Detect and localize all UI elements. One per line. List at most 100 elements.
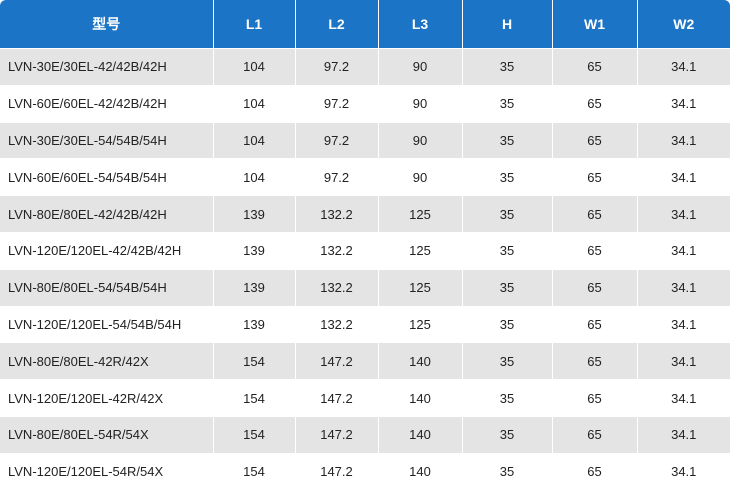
value-cell: 132.2 bbox=[294, 195, 378, 233]
value-cell: 154 bbox=[212, 452, 295, 490]
table-body: LVN-30E/30EL-42/42B/42H 104 97.2 90 35 65 34.1… bbox=[0, 48, 730, 490]
value-cell: 104 bbox=[212, 84, 295, 123]
value-cell: 65 bbox=[551, 379, 637, 417]
value-cell: 139 bbox=[212, 305, 295, 343]
table-row: LVN-60E/60EL-54/54B/54H 104 97.2 90 35 65 34.1 bbox=[0, 158, 730, 196]
value-cell: 34.1 bbox=[636, 379, 730, 417]
value-cell: 140 bbox=[377, 342, 462, 380]
value-cell: 65 bbox=[551, 305, 637, 343]
model-cell: LVN-120E/120EL-54/54B/54H bbox=[0, 305, 213, 343]
table-row: LVN-80E/80EL-54/54B/54H 139 132.2 125 35 65 34… bbox=[0, 268, 730, 307]
value-cell: 90 bbox=[377, 158, 462, 196]
table-row: LVN-80E/80EL-42R/42X 154 147.2 140 35 65 34.1 bbox=[0, 342, 730, 380]
table-row: LVN-30E/30EL-54/54B/54H 104 97.2 90 35 65 34.1 bbox=[0, 121, 730, 159]
value-cell: 97.2 bbox=[294, 158, 378, 196]
value-cell: 35 bbox=[461, 415, 552, 454]
value-cell: 139 bbox=[212, 195, 295, 233]
header-cell: W2 bbox=[636, 0, 730, 49]
value-cell: 97.2 bbox=[294, 121, 378, 159]
value-cell: 34.1 bbox=[636, 48, 730, 86]
value-cell: 65 bbox=[551, 268, 637, 307]
model-cell: LVN-30E/30EL-42/42B/42H bbox=[0, 48, 213, 86]
value-cell: 65 bbox=[551, 231, 637, 270]
value-cell: 140 bbox=[377, 415, 462, 454]
value-cell: 139 bbox=[212, 231, 295, 270]
value-cell: 147.2 bbox=[294, 379, 378, 417]
value-cell: 147.2 bbox=[294, 415, 378, 454]
value-cell: 35 bbox=[461, 121, 552, 159]
value-cell: 65 bbox=[551, 415, 637, 454]
value-cell: 125 bbox=[377, 195, 462, 233]
value-cell: 34.1 bbox=[636, 158, 730, 196]
value-cell: 34.1 bbox=[636, 195, 730, 233]
model-cell: LVN-80E/80EL-42/42B/42H bbox=[0, 195, 213, 233]
value-cell: 132.2 bbox=[294, 305, 378, 343]
value-cell: 34.1 bbox=[636, 268, 730, 307]
value-cell: 35 bbox=[461, 158, 552, 196]
value-cell: 132.2 bbox=[294, 268, 378, 307]
value-cell: 104 bbox=[212, 121, 295, 159]
value-cell: 65 bbox=[551, 84, 637, 123]
value-cell: 35 bbox=[461, 231, 552, 270]
value-cell: 147.2 bbox=[294, 452, 378, 490]
value-cell: 154 bbox=[212, 342, 295, 380]
header-cell: H bbox=[461, 0, 552, 49]
table-row: LVN-30E/30EL-42/42B/42H 104 97.2 90 35 65 34.1 bbox=[0, 48, 730, 86]
model-cell: LVN-120E/120EL-42/42B/42H bbox=[0, 231, 213, 270]
table-row: LVN-120E/120EL-54R/54X 154 147.2 140 35 65 34.… bbox=[0, 452, 730, 490]
value-cell: 65 bbox=[551, 158, 637, 196]
model-cell: LVN-60E/60EL-54/54B/54H bbox=[0, 158, 213, 196]
model-cell: LVN-80E/80EL-42R/42X bbox=[0, 342, 213, 380]
header-cell: L1 bbox=[212, 0, 295, 49]
model-cell: LVN-120E/120EL-54R/54X bbox=[0, 452, 213, 490]
table-row: LVN-120E/120EL-42/42B/42H 139 132.2 125 35 65… bbox=[0, 231, 730, 270]
value-cell: 147.2 bbox=[294, 342, 378, 380]
value-cell: 34.1 bbox=[636, 415, 730, 454]
value-cell: 125 bbox=[377, 268, 462, 307]
value-cell: 97.2 bbox=[294, 84, 378, 123]
value-cell: 154 bbox=[212, 379, 295, 417]
value-cell: 35 bbox=[461, 84, 552, 123]
value-cell: 104 bbox=[212, 48, 295, 86]
header-cell: W1 bbox=[551, 0, 637, 49]
value-cell: 65 bbox=[551, 121, 637, 159]
value-cell: 34.1 bbox=[636, 342, 730, 380]
value-cell: 65 bbox=[551, 48, 637, 86]
value-cell: 34.1 bbox=[636, 305, 730, 343]
value-cell: 139 bbox=[212, 268, 295, 307]
value-cell: 65 bbox=[551, 342, 637, 380]
value-cell: 140 bbox=[377, 452, 462, 490]
value-cell: 90 bbox=[377, 84, 462, 123]
value-cell: 35 bbox=[461, 268, 552, 307]
value-cell: 90 bbox=[377, 121, 462, 159]
model-cell: LVN-80E/80EL-54R/54X bbox=[0, 415, 213, 454]
value-cell: 35 bbox=[461, 48, 552, 86]
value-cell: 35 bbox=[461, 305, 552, 343]
value-cell: 140 bbox=[377, 379, 462, 417]
model-cell: LVN-30E/30EL-54/54B/54H bbox=[0, 121, 213, 159]
value-cell: 35 bbox=[461, 195, 552, 233]
table-row: LVN-60E/60EL-42/42B/42H 104 97.2 90 35 65 34.1 bbox=[0, 84, 730, 123]
table-row: LVN-80E/80EL-42/42B/42H 139 132.2 125 35 65 34… bbox=[0, 195, 730, 233]
value-cell: 90 bbox=[377, 48, 462, 86]
model-cell: LVN-80E/80EL-54/54B/54H bbox=[0, 268, 213, 307]
table-row: LVN-120E/120EL-54/54B/54H 139 132.2 125 35 65… bbox=[0, 305, 730, 343]
value-cell: 125 bbox=[377, 231, 462, 270]
value-cell: 65 bbox=[551, 452, 637, 490]
value-cell: 34.1 bbox=[636, 231, 730, 270]
header-cell: L3 bbox=[377, 0, 462, 49]
header-cell: L2 bbox=[294, 0, 378, 49]
header-row: 型号 L1 L2 L3 H W1 W2 bbox=[0, 0, 730, 49]
value-cell: 132.2 bbox=[294, 231, 378, 270]
header-cell: 型号 bbox=[0, 0, 213, 49]
value-cell: 35 bbox=[461, 342, 552, 380]
model-cell: LVN-120E/120EL-42R/42X bbox=[0, 379, 213, 417]
value-cell: 35 bbox=[461, 452, 552, 490]
value-cell: 97.2 bbox=[294, 48, 378, 86]
value-cell: 34.1 bbox=[636, 84, 730, 123]
value-cell: 35 bbox=[461, 379, 552, 417]
table-row: LVN-120E/120EL-42R/42X 154 147.2 140 35 65 34.… bbox=[0, 379, 730, 417]
value-cell: 154 bbox=[212, 415, 295, 454]
